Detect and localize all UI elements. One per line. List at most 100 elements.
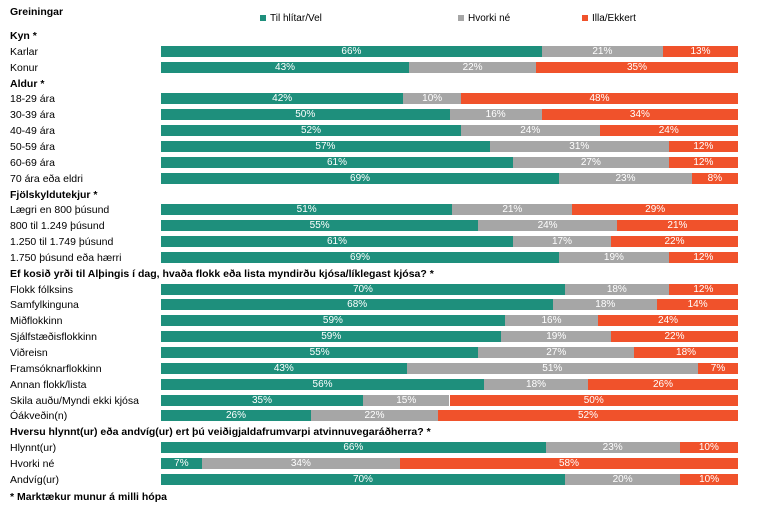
data-label: 22% xyxy=(462,61,483,73)
bar-segment: 10% xyxy=(403,93,462,105)
bar-segment: 24% xyxy=(478,220,617,232)
row-label: 800 til 1.249 þúsund xyxy=(10,220,105,233)
bar-segment: 31% xyxy=(489,140,669,152)
bar-segment: 24% xyxy=(461,125,600,137)
bar-segment: 68% xyxy=(161,299,554,311)
data-label: 52% xyxy=(577,410,598,422)
data-label: 55% xyxy=(309,220,330,232)
data-label: 66% xyxy=(341,45,362,57)
row-label: Lægri en 800 þúsund xyxy=(10,204,110,217)
bar-segment: 35% xyxy=(536,61,738,73)
data-label: 57% xyxy=(315,140,336,152)
bar-segment: 22% xyxy=(611,236,738,248)
data-label: 70% xyxy=(352,473,373,485)
row-label: Samfylkinguna xyxy=(10,299,79,312)
data-label: 26% xyxy=(226,410,247,422)
bar-segment: 22% xyxy=(311,410,438,422)
data-label: 7% xyxy=(710,362,726,374)
bar-segment: 61% xyxy=(161,236,513,248)
data-label: 52% xyxy=(301,125,322,137)
bar-segment: 15% xyxy=(362,394,450,406)
bar-segment: 48% xyxy=(461,93,738,105)
data-label: 12% xyxy=(693,140,714,152)
bar-segment: 42% xyxy=(161,93,404,105)
bar-segment: 19% xyxy=(501,331,612,343)
data-label: 51% xyxy=(542,362,563,374)
data-label: 12% xyxy=(693,283,714,295)
data-label: 24% xyxy=(537,220,558,232)
bar-segment: 35% xyxy=(161,394,363,406)
bar-segment: 50% xyxy=(161,109,450,121)
bar-segment: 14% xyxy=(657,299,738,311)
data-label: 69% xyxy=(350,251,371,263)
data-label: 48% xyxy=(589,93,610,105)
row-label: 70 ára eða eldri xyxy=(10,172,83,185)
data-label: 70% xyxy=(352,283,373,295)
row-label: Konur xyxy=(10,61,39,74)
data-label: 12% xyxy=(693,251,714,263)
bar-segment: 51% xyxy=(406,362,698,374)
data-label: 21% xyxy=(502,204,523,216)
data-label: 61% xyxy=(326,236,347,248)
bar-segment: 7% xyxy=(698,362,738,374)
bar-segment: 34% xyxy=(541,109,738,121)
bar-segment: 66% xyxy=(161,442,546,454)
data-label: 51% xyxy=(296,204,317,216)
bar-segment: 24% xyxy=(599,125,738,137)
data-label: 19% xyxy=(603,251,624,263)
bar-segment: 59% xyxy=(161,315,505,327)
row-label: Hlynnt(ur) xyxy=(10,442,57,455)
legend-label: Illa/Ekkert xyxy=(592,13,636,24)
data-label: 59% xyxy=(322,315,343,327)
data-label: 55% xyxy=(309,347,330,358)
bar-segment: 16% xyxy=(504,315,599,327)
bar-segment: 57% xyxy=(161,140,490,152)
row-label: Framsóknarflokkinn xyxy=(10,362,102,375)
row-label: Flokk fólksins xyxy=(10,283,74,296)
bar-segment: 18% xyxy=(634,347,738,358)
data-label: 22% xyxy=(664,331,685,343)
legend-item-neutral: Hvorki né xyxy=(458,13,510,24)
data-label: 10% xyxy=(699,473,720,485)
bar-segment: 50% xyxy=(449,394,738,406)
bar-segment: 23% xyxy=(559,172,692,184)
data-label: 18% xyxy=(595,299,616,311)
legend-swatch xyxy=(260,15,266,22)
bar-segment: 26% xyxy=(161,410,312,422)
group-title: Fjölskyldutekjur * xyxy=(10,188,98,201)
bar-segment: 55% xyxy=(161,347,479,358)
row-label: 30-39 ára xyxy=(10,109,55,122)
bar-segment: 66% xyxy=(161,45,542,57)
data-label: 24% xyxy=(520,125,541,137)
data-label: 58% xyxy=(558,457,579,469)
bar-segment: 16% xyxy=(449,109,542,121)
row-label: Hvorki né xyxy=(10,457,55,470)
group-title: Hversu hlynnt(ur) eða andvíg(ur) ert þú … xyxy=(10,426,431,439)
bar-segment: 8% xyxy=(691,172,738,184)
chart-header: Greiningar xyxy=(10,6,64,18)
data-label: 10% xyxy=(422,93,443,105)
bar-segment: 56% xyxy=(161,378,485,390)
data-label: 12% xyxy=(693,156,714,168)
data-label: 50% xyxy=(295,109,316,121)
bar-segment: 27% xyxy=(512,156,669,168)
row-label: Óákveðin(n) xyxy=(10,410,68,423)
bar-segment: 43% xyxy=(161,362,407,374)
group-title: Ef kosið yrði til Alþingis í dag, hvaða … xyxy=(10,267,434,280)
bar-segment: 23% xyxy=(545,442,680,454)
data-label: 14% xyxy=(687,299,708,311)
data-label: 35% xyxy=(251,394,272,406)
data-label: 27% xyxy=(580,156,601,168)
row-label: 18-29 ára xyxy=(10,93,55,106)
bar-segment: 18% xyxy=(484,378,588,390)
data-label: 43% xyxy=(273,362,294,374)
bar-segment: 52% xyxy=(437,410,738,422)
row-label: Andvíg(ur) xyxy=(10,473,60,486)
bar-segment: 13% xyxy=(662,45,738,57)
data-label: 56% xyxy=(312,378,333,390)
bar-segment: 69% xyxy=(161,172,560,184)
row-label: 40-49 ára xyxy=(10,125,55,138)
data-label: 16% xyxy=(541,315,562,327)
data-label: 69% xyxy=(350,172,371,184)
